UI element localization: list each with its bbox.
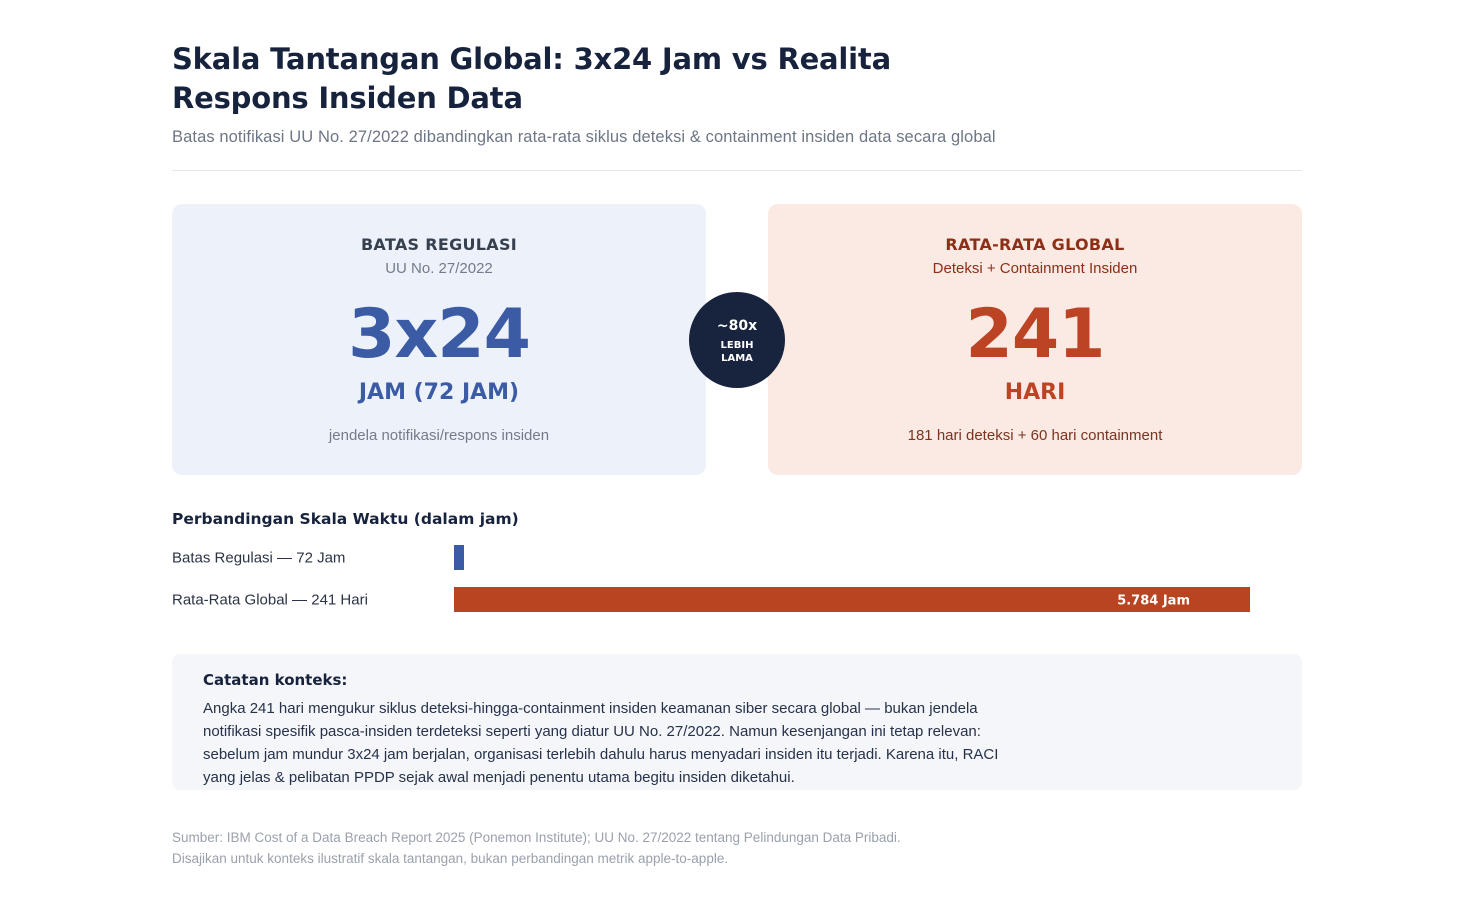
context-note-title: Catatan konteks:: [203, 671, 348, 689]
regulation-card: BATAS REGULASI UU No. 27/2022 3x24 JAM (…: [172, 204, 706, 475]
header-divider: [172, 170, 1302, 171]
ratio-badge: ~80x LEBIH LAMA: [689, 292, 785, 388]
context-note-body: Angka 241 hari mengukur siklus deteksi-h…: [203, 700, 999, 786]
footer: Sumber: IBM Cost of a Data Breach Report…: [172, 827, 1302, 869]
global-subheading: Deteksi + Containment Insiden: [932, 260, 1138, 277]
bar-category-label: Batas Regulasi — 72 Jam: [172, 550, 345, 567]
bar-value-label: 5.784 Jam: [1117, 594, 1190, 609]
timescale-chart: Perbandingan Skala Waktu (dalam jam) Bat…: [172, 510, 1302, 630]
page-subtitle: Batas notifikasi UU No. 27/2022 dibandin…: [172, 128, 996, 146]
page-title: Skala Tantangan Global: 3x24 Jam vs Real…: [172, 42, 891, 115]
global-note: 181 hari deteksi + 60 hari containment: [907, 427, 1163, 444]
bar: [454, 587, 1250, 612]
bar: [454, 545, 464, 570]
infographic: Skala Tantangan Global: 3x24 Jam vs Real…: [172, 40, 1302, 866]
regulation-big-number: 3x24: [348, 295, 531, 374]
bar-category-label: Rata-Rata Global — 241 Hari: [172, 592, 368, 609]
regulation-unit: JAM (72 JAM): [358, 380, 520, 405]
ratio-badge-value: ~80x: [716, 318, 758, 334]
ratio-badge-label: LEBIH LAMA: [720, 340, 754, 364]
disclaimer-text: Disajikan untuk konteks ilustratif skala…: [172, 851, 729, 866]
global-big-number: 241: [965, 295, 1106, 374]
regulation-subheading: UU No. 27/2022: [385, 260, 493, 277]
regulation-heading: BATAS REGULASI: [360, 235, 518, 254]
source-text: Sumber: IBM Cost of a Data Breach Report…: [172, 830, 901, 845]
regulation-note: jendela notifikasi/respons insiden: [328, 427, 550, 444]
global-heading: RATA-RATA GLOBAL: [945, 235, 1125, 254]
comparison-cards: BATAS REGULASI UU No. 27/2022 3x24 JAM (…: [172, 204, 1302, 475]
chart-title: Perbandingan Skala Waktu (dalam jam): [172, 510, 519, 528]
context-note: Catatan konteks: Angka 241 hari mengukur…: [172, 654, 1302, 790]
global-card: RATA-RATA GLOBAL Deteksi + Containment I…: [768, 204, 1302, 475]
bar-chart-svg: Batas Regulasi — 72 Jam Rata-Rata Global …: [172, 545, 1250, 612]
global-unit: HARI: [1004, 380, 1066, 405]
